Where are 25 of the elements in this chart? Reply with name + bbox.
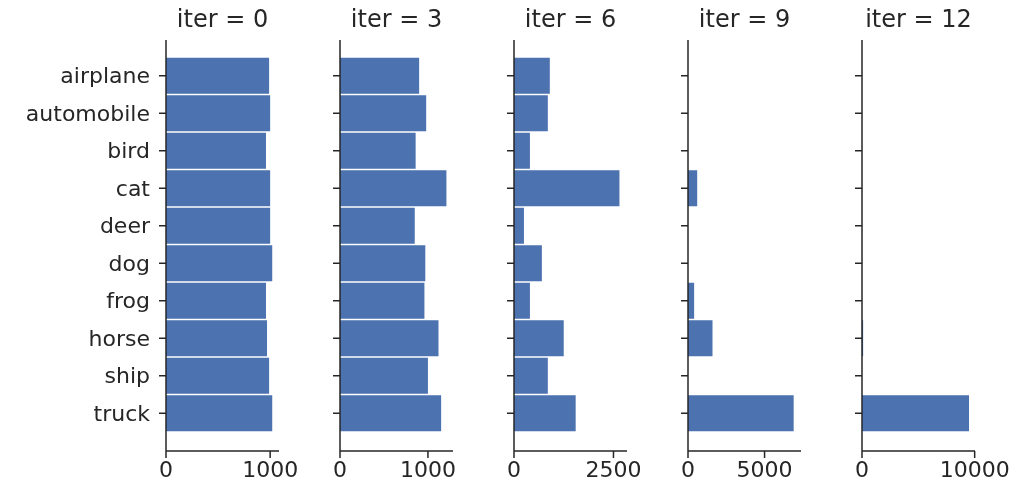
x-tick-label: 0 (855, 457, 869, 482)
y-tick-label: truck (93, 400, 151, 426)
y-tick-label: cat (115, 175, 151, 201)
x-tick-label: 1000 (242, 457, 299, 482)
x-tick-label: 0 (507, 457, 521, 482)
chart-title: iter = 9 (698, 5, 791, 33)
x-tick-label: 0 (681, 457, 695, 482)
x-tick-label: 0 (159, 457, 173, 482)
y-tick-label: ship (104, 363, 150, 389)
x-tick-label: 1000 (399, 457, 456, 482)
y-tick-label: dog (108, 250, 150, 276)
y-tick-label: automobile (25, 100, 150, 126)
x-tick-label: 5000 (736, 457, 793, 482)
x-tick-label: 2500 (585, 457, 642, 482)
y-tick-label: horse (88, 325, 150, 351)
y-tick-label: frog (106, 288, 150, 314)
chart-title: iter = 3 (350, 5, 443, 33)
x-tick-label: 10000 (939, 457, 1010, 482)
chart-title: iter = 0 (176, 5, 269, 33)
y-tick-label: bird (107, 138, 150, 164)
chart-title: iter = 6 (524, 5, 617, 33)
x-tick-label: 0 (333, 457, 347, 482)
y-tick-label: airplane (60, 63, 150, 89)
y-tick-label: deer (99, 213, 151, 239)
chart-title: iter = 12 (865, 5, 972, 33)
